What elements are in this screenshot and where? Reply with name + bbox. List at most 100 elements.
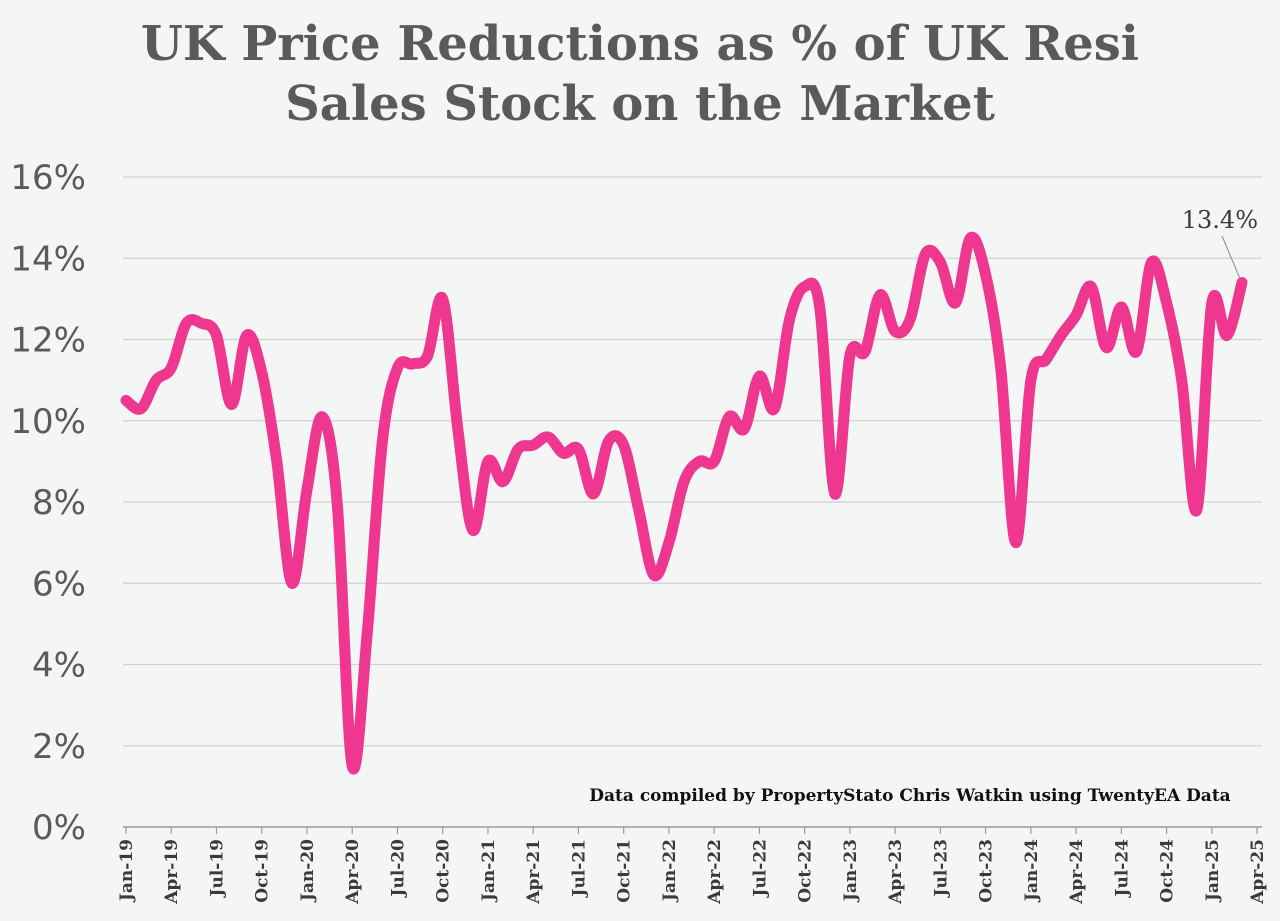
- x-tick-label: Oct-22: [796, 839, 816, 903]
- data-point: [894, 330, 896, 332]
- chart-title-line-2: Sales Stock on the Market: [285, 76, 995, 132]
- data-point: [547, 436, 549, 438]
- x-tick-label: Jul-19: [207, 839, 227, 899]
- y-tick-label: 16%: [10, 158, 86, 198]
- data-point: [1226, 334, 1228, 336]
- data-point: [1045, 359, 1047, 361]
- x-tick-label: Jan-21: [479, 839, 499, 903]
- data-point: [683, 481, 685, 483]
- data-point: [487, 460, 489, 462]
- y-axis: 0% 2% 4% 6% 8% 10% 12% 14% 16%: [10, 158, 86, 848]
- data-point: [381, 440, 383, 442]
- x-tick-label: Oct-19: [253, 839, 273, 903]
- data-point: [125, 399, 127, 401]
- data-point: [939, 261, 941, 263]
- data-point: [804, 286, 806, 288]
- x-tick-label: Jul-21: [569, 839, 589, 899]
- data-point: [623, 444, 625, 446]
- y-tick-label: 12%: [10, 321, 86, 361]
- x-tick-label: Jul-24: [1112, 839, 1132, 899]
- x-tick-label: Apr-25: [1248, 839, 1268, 905]
- data-point: [472, 529, 474, 531]
- x-tick-label: Jul-20: [388, 839, 408, 899]
- data-point: [1135, 351, 1137, 353]
- data-point: [608, 440, 610, 442]
- data-point: [517, 448, 519, 450]
- data-point: [1196, 509, 1198, 511]
- data-point: [728, 416, 730, 418]
- data-point: [155, 379, 157, 381]
- x-tick-label: Jan-22: [660, 839, 680, 903]
- data-point: [1090, 286, 1092, 288]
- y-tick-label: 10%: [10, 402, 86, 442]
- chart-title-line-1: UK Price Reductions as % of UK Resi: [140, 16, 1140, 72]
- data-point: [215, 334, 217, 336]
- data-point: [442, 298, 444, 300]
- x-tick-label: Jan-19: [117, 839, 137, 903]
- data-credit: Data compiled by PropertyStato Chris Wat…: [589, 786, 1230, 806]
- data-point: [321, 416, 323, 418]
- data-point: [668, 542, 670, 544]
- x-tick-label: Oct-20: [434, 839, 454, 903]
- data-point: [849, 355, 851, 357]
- data-point: [1075, 314, 1077, 316]
- x-tick-label: Jul-23: [931, 839, 951, 899]
- y-tick-label: 4%: [32, 646, 86, 686]
- data-point: [819, 306, 821, 308]
- data-point: [366, 631, 368, 633]
- grid-lines: [123, 176, 1262, 828]
- data-point: [1105, 347, 1107, 349]
- data-point: [185, 322, 187, 324]
- data-point: [412, 363, 414, 365]
- y-tick-label: 14%: [10, 239, 86, 279]
- data-point: [834, 493, 836, 495]
- data-point: [653, 574, 655, 576]
- data-point: [577, 448, 579, 450]
- x-tick-label: Apr-23: [886, 839, 906, 905]
- data-point: [1241, 282, 1243, 284]
- data-point: [864, 351, 866, 353]
- x-tick-label: Apr-20: [343, 839, 363, 905]
- data-point: [1030, 379, 1032, 381]
- chart-title: UK Price Reductions as % of UK Resi Sale…: [0, 14, 1280, 134]
- x-tick-label: Jan-25: [1203, 839, 1223, 903]
- data-point: [638, 509, 640, 511]
- data-point: [306, 489, 308, 491]
- data-point: [562, 452, 564, 454]
- data-point: [231, 404, 233, 405]
- annotation-leader: [1221, 235, 1241, 279]
- data-point: [985, 274, 987, 275]
- data-point: [276, 460, 278, 462]
- x-tick-label: Jan-23: [841, 839, 861, 903]
- x-tick-label: Apr-22: [705, 839, 725, 905]
- last-value-label: 13.4%: [1182, 206, 1258, 234]
- x-tick-label: Apr-24: [1067, 839, 1087, 905]
- data-point: [1015, 542, 1017, 544]
- data-point: [879, 294, 881, 296]
- data-point: [593, 493, 595, 495]
- x-tick-label: Jan-24: [1022, 839, 1042, 903]
- data-point: [457, 428, 459, 430]
- data-point: [1151, 261, 1153, 263]
- data-point: [1060, 334, 1062, 336]
- data-point: [743, 428, 745, 430]
- data-point: [970, 237, 972, 239]
- data-point: [1166, 302, 1168, 304]
- y-tick-label: 8%: [32, 483, 86, 523]
- data-point: [1120, 306, 1122, 308]
- data-point: [291, 582, 293, 584]
- data-point: [351, 765, 353, 767]
- x-axis: Jan-19 Apr-19 Jul-19 Oct-19 Jan-20 Apr-20 Jul-…: [117, 827, 1268, 905]
- data-point: [427, 355, 429, 357]
- data-point: [502, 481, 504, 483]
- data-point: [396, 367, 398, 369]
- data-point: [698, 460, 700, 462]
- series-line: [120, 231, 1248, 775]
- data-point: [246, 334, 248, 336]
- y-tick-label: 6%: [32, 564, 86, 604]
- data-point: [773, 408, 775, 410]
- data-point: [200, 322, 202, 324]
- data-point: [909, 318, 911, 320]
